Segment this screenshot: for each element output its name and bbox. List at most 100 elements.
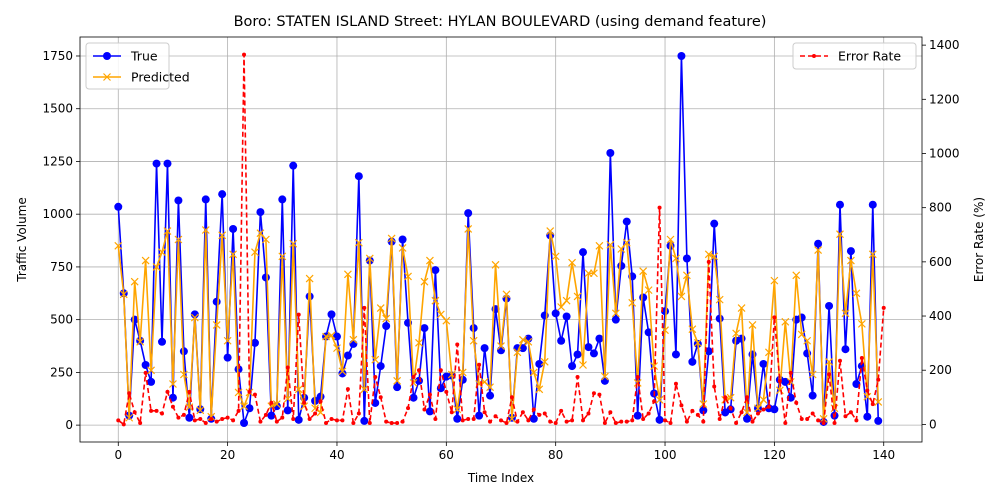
point-predicted <box>190 313 199 322</box>
y2-tick-label: 400 <box>929 309 952 323</box>
point-error <box>745 395 750 400</box>
point-predicted <box>792 271 801 280</box>
point-error <box>542 411 547 416</box>
point-error <box>619 419 624 424</box>
point-error <box>810 411 815 416</box>
point-true <box>223 353 232 362</box>
point-error <box>334 418 339 423</box>
point-predicted <box>305 274 314 283</box>
point-error <box>231 418 236 423</box>
point-true <box>179 347 188 356</box>
x-tick-label: 60 <box>439 448 454 462</box>
point-error <box>285 365 290 370</box>
point-predicted <box>382 314 391 323</box>
point-predicted <box>502 290 511 299</box>
point-predicted <box>693 338 702 347</box>
y2-tick-label: 0 <box>929 417 937 431</box>
point-true <box>841 345 850 354</box>
legend-label: Error Rate <box>838 49 901 64</box>
point-true <box>557 336 566 345</box>
point-error <box>772 315 777 320</box>
point-predicted <box>398 244 407 252</box>
point-error <box>750 419 755 424</box>
point-true <box>863 412 872 421</box>
point-true <box>551 309 560 318</box>
point-predicted <box>786 377 795 386</box>
legend-marker <box>103 73 111 81</box>
point-true <box>453 414 462 423</box>
y-tick-label: 1000 <box>42 207 73 221</box>
point-true <box>201 195 210 204</box>
point-true <box>376 362 385 371</box>
point-true <box>278 195 287 204</box>
point-error <box>351 421 356 426</box>
point-true <box>114 202 123 211</box>
point-predicted <box>868 250 877 259</box>
y2-tick-label: 200 <box>929 363 952 377</box>
point-error <box>154 408 159 413</box>
point-true <box>229 224 238 233</box>
y-tick-label: 0 <box>65 418 73 432</box>
point-predicted <box>672 254 680 263</box>
point-error <box>433 416 438 421</box>
point-predicted <box>278 252 287 261</box>
x-tick-label: 80 <box>548 448 563 462</box>
point-predicted <box>852 289 861 298</box>
point-predicted <box>568 258 577 267</box>
point-predicted <box>185 403 194 412</box>
point-true <box>218 190 227 199</box>
point-error <box>586 411 591 416</box>
point-predicted <box>333 344 341 353</box>
point-predicted <box>754 404 762 413</box>
point-error <box>854 418 859 423</box>
point-error <box>690 408 695 413</box>
point-predicted <box>229 250 238 259</box>
point-predicted <box>562 296 571 305</box>
point-predicted <box>611 309 620 318</box>
point-error <box>723 395 728 400</box>
point-error <box>827 372 832 377</box>
point-error <box>263 412 268 417</box>
point-error <box>482 410 487 415</box>
point-error <box>269 400 274 405</box>
point-true <box>360 416 369 425</box>
y-tick-label: 750 <box>50 260 73 274</box>
point-error <box>449 410 454 415</box>
point-predicted <box>497 342 505 350</box>
point-predicted <box>677 292 686 301</box>
point-error <box>783 421 788 426</box>
point-predicted <box>376 304 385 312</box>
point-error <box>455 342 460 347</box>
point-error <box>149 408 154 413</box>
point-predicted <box>354 238 363 247</box>
point-predicted <box>595 241 604 250</box>
point-error <box>531 407 536 412</box>
point-predicted <box>540 357 549 366</box>
x-tick-label: 20 <box>220 448 235 462</box>
plot-frame <box>79 36 923 443</box>
point-error <box>832 421 837 426</box>
point-error <box>296 312 301 317</box>
point-predicted <box>600 372 609 381</box>
point-error <box>679 403 684 408</box>
point-error <box>132 410 137 415</box>
point-predicted <box>737 304 746 312</box>
chart-title: Boro: STATEN ISLAND Street: HYLAN BOULEV… <box>234 14 767 30</box>
point-predicted <box>453 405 462 414</box>
point-true <box>327 310 336 319</box>
point-error <box>652 399 657 404</box>
point-error <box>477 362 482 367</box>
y-axis-title: Traffic Volume <box>15 197 29 283</box>
point-error <box>537 412 542 417</box>
point-error <box>794 400 799 405</box>
point-error <box>252 392 257 397</box>
point-error <box>663 418 668 423</box>
point-predicted <box>464 225 473 233</box>
point-predicted <box>682 271 691 280</box>
point-error <box>411 374 416 379</box>
point-error <box>395 421 400 426</box>
point-predicted <box>732 329 741 338</box>
point-predicted <box>415 338 423 347</box>
point-error <box>575 374 580 379</box>
point-error <box>209 416 214 421</box>
